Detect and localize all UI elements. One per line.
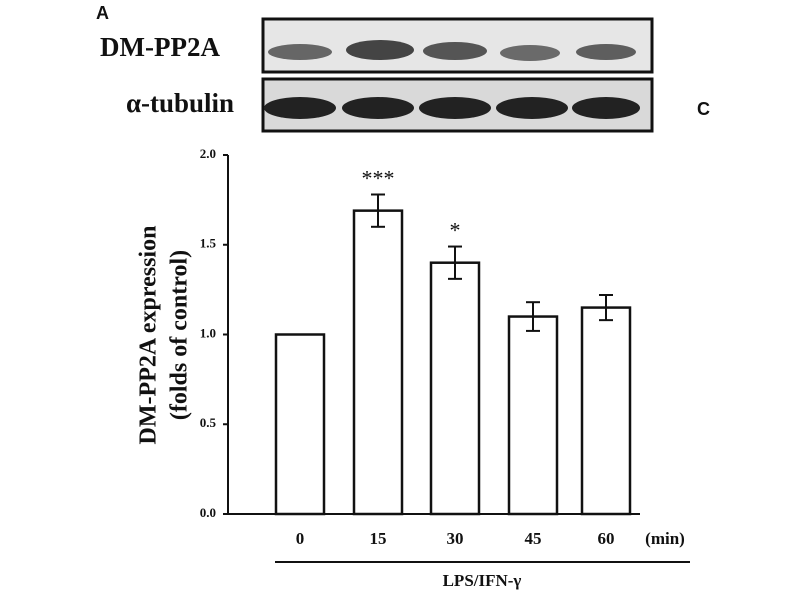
error-bar bbox=[448, 245, 462, 280]
x-axis-label: LPS/IFN-γ bbox=[443, 571, 522, 590]
x-tick-label: 0 bbox=[296, 529, 305, 548]
y-tick-label: 1.5 bbox=[200, 236, 217, 251]
band bbox=[264, 97, 336, 119]
side-panel-label: C bbox=[697, 99, 710, 119]
error-bar bbox=[526, 301, 540, 332]
band bbox=[423, 42, 487, 60]
bar bbox=[429, 261, 481, 516]
bar bbox=[352, 209, 404, 516]
y-tick-label: 0.5 bbox=[200, 415, 217, 430]
y-tick-label: 2.0 bbox=[200, 146, 216, 161]
error-bar bbox=[371, 193, 385, 228]
y-axis-label: DM-PP2A expression bbox=[136, 226, 162, 445]
bar bbox=[274, 333, 326, 516]
y-tick-label: 1.0 bbox=[200, 325, 216, 340]
band bbox=[576, 44, 636, 60]
band bbox=[346, 40, 414, 60]
x-tick-label: 60 bbox=[598, 529, 615, 548]
x-tick-label: 45 bbox=[525, 529, 542, 548]
band bbox=[500, 45, 560, 61]
blot-label: DM-PP2A bbox=[100, 32, 220, 62]
blot-dm-pp2a bbox=[261, 17, 654, 74]
x-tick-label: 30 bbox=[447, 529, 464, 548]
band bbox=[342, 97, 414, 119]
panel-label: A bbox=[96, 3, 109, 23]
band bbox=[572, 97, 640, 119]
y-tick-label: 0.0 bbox=[200, 505, 216, 520]
significance-label: *** bbox=[362, 166, 395, 191]
bar bbox=[507, 315, 559, 516]
band bbox=[268, 44, 332, 60]
x-unit: (min) bbox=[645, 529, 685, 548]
band bbox=[496, 97, 568, 119]
blot-label: α-tubulin bbox=[126, 88, 234, 118]
bar bbox=[580, 306, 632, 516]
band bbox=[419, 97, 491, 119]
x-tick-label: 15 bbox=[370, 529, 387, 548]
significance-label: * bbox=[450, 218, 461, 243]
error-bar bbox=[599, 294, 613, 322]
y-axis-label: (folds of control) bbox=[167, 250, 193, 420]
blot-tubulin bbox=[261, 77, 654, 133]
